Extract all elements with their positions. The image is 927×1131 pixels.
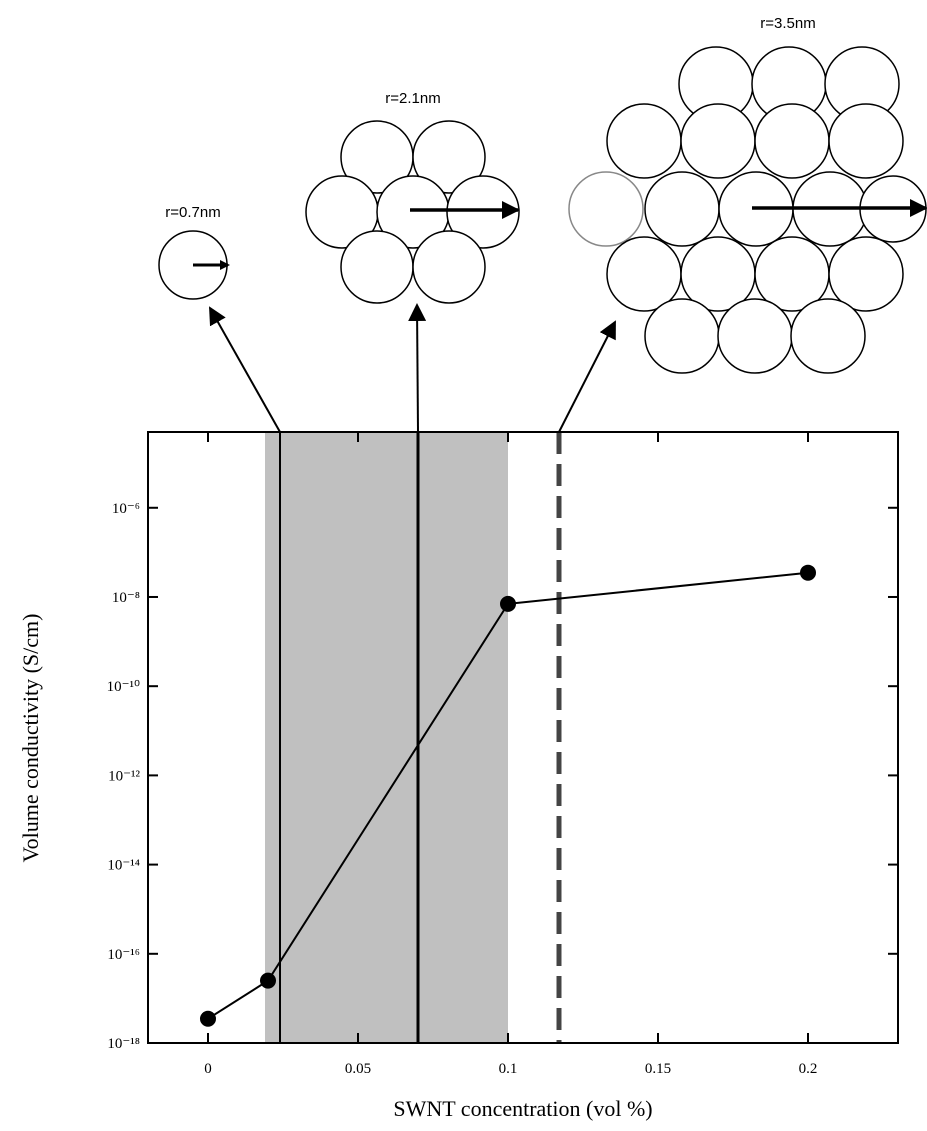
annotation: r=2.1nm xyxy=(385,90,440,107)
y-tick-label: 10⁻¹⁸ xyxy=(107,1036,140,1052)
x-tick-label: 0.05 xyxy=(345,1061,371,1077)
data-point xyxy=(200,1011,216,1027)
bundle-diagrams xyxy=(159,47,926,373)
x-tick-label: 0.2 xyxy=(799,1061,818,1077)
y-tick-label: 10⁻¹² xyxy=(108,768,140,784)
plot-frame xyxy=(148,432,898,1043)
data-point xyxy=(800,565,816,581)
y-tick-label: 10⁻¹⁴ xyxy=(107,858,140,874)
y-tick-label: 10⁻⁶ xyxy=(112,501,140,517)
pointer-arrow xyxy=(210,308,280,432)
data-point xyxy=(260,973,276,989)
bundle-19 xyxy=(569,47,926,373)
annotation: r=0.7nm xyxy=(165,204,220,221)
x-tick-label: 0.1 xyxy=(499,1061,518,1077)
shaded-region xyxy=(265,432,508,1043)
y-tick-label: 10⁻⁸ xyxy=(112,590,140,606)
x-tick-label: 0.15 xyxy=(645,1061,671,1077)
x-tick-label: 0 xyxy=(204,1061,212,1077)
annotation: r=3.5nm xyxy=(760,15,815,32)
pointer-arrow xyxy=(559,322,615,432)
y-axis-label: Volume conductivity (S/cm) xyxy=(18,614,43,863)
bundle-7 xyxy=(306,121,519,303)
chart: r=0.7nm r=2.1nm r=3.5nm SWNT concentrati… xyxy=(0,0,927,1131)
y-tick-label: 10⁻¹⁶ xyxy=(107,947,140,963)
data-point xyxy=(500,596,516,612)
pointer-arrow xyxy=(417,305,418,432)
x-axis-label: SWNT concentration (vol %) xyxy=(393,1096,652,1121)
y-tick-label: 10⁻¹⁰ xyxy=(107,679,140,695)
